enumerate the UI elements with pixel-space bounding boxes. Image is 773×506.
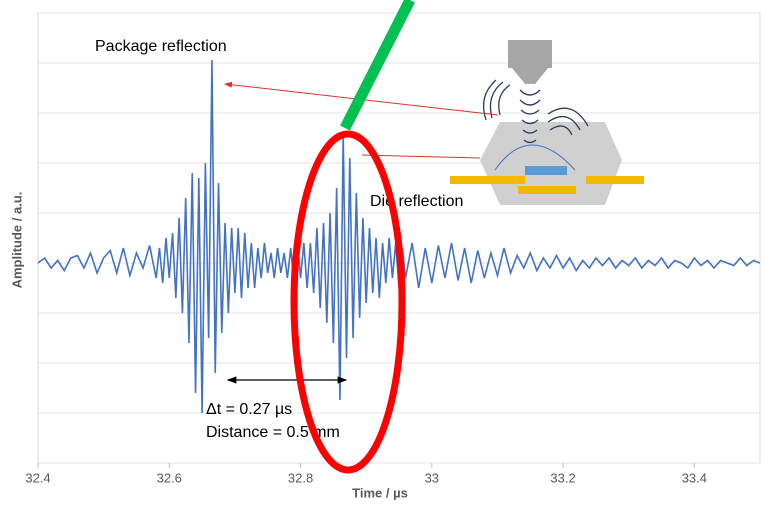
x-tick-label: 32.8 bbox=[288, 470, 313, 485]
device-diagram bbox=[450, 40, 644, 205]
x-tick-label: 32.6 bbox=[157, 470, 182, 485]
x-tick-label: 32.4 bbox=[25, 470, 50, 485]
transducer-tip bbox=[512, 68, 548, 84]
die-arrow bbox=[361, 154, 481, 159]
x-tick-label: 33 bbox=[425, 470, 439, 485]
y-axis-label: Amplitude / a.u. bbox=[9, 192, 24, 289]
die-label: Die reflection bbox=[370, 193, 463, 210]
distance-label: Distance = 0.5 mm bbox=[206, 424, 340, 441]
package bbox=[480, 122, 622, 205]
delta-t-label: Δt = 0.27 µs bbox=[206, 401, 292, 418]
pointer-line bbox=[340, 0, 415, 131]
die-pad bbox=[518, 186, 576, 194]
x-axis-label: Time / µs bbox=[352, 485, 408, 500]
reflection-path bbox=[494, 144, 576, 171]
signal-line bbox=[37, 59, 761, 414]
x-ticks: 32.4 32.6 32.8 33 33.2 33.4 bbox=[25, 463, 707, 485]
lead-left bbox=[450, 176, 525, 184]
package-label: Package reflection bbox=[95, 38, 227, 55]
die bbox=[525, 166, 567, 175]
transducer bbox=[508, 40, 552, 68]
highlight-ellipse bbox=[290, 130, 406, 474]
x-tick-label: 33.4 bbox=[682, 470, 707, 485]
lead-right bbox=[586, 176, 644, 184]
x-tick-label: 33.2 bbox=[550, 470, 575, 485]
